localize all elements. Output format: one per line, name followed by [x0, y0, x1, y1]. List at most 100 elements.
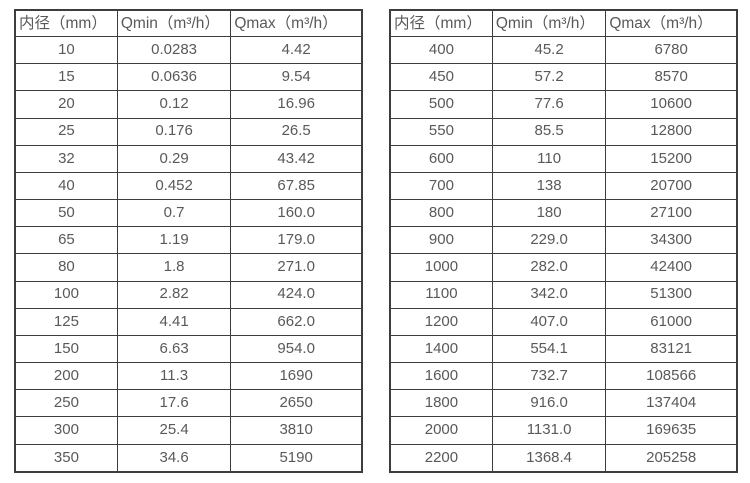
table-cell: 160.0	[230, 199, 363, 228]
table-cell: 6780	[605, 35, 738, 65]
table-cell: 57.2	[491, 63, 607, 92]
table-cell: 77.6	[491, 90, 607, 119]
table-cell: 42400	[605, 253, 738, 282]
table-cell: 16.96	[230, 90, 363, 119]
table-cell: 0.176	[116, 117, 232, 146]
table-cell: 40	[14, 171, 118, 201]
table-row: 400 45.2 6780	[389, 35, 738, 65]
table-cell: 8570	[605, 63, 738, 92]
table-cell: 110	[491, 144, 607, 173]
table-cell: 26.5	[230, 117, 363, 146]
table-row: 40 0.452 67.85	[14, 171, 363, 201]
header-row: 内径（mm） Qmin（m³/h） Qmax（m³/h）	[389, 9, 738, 37]
table-cell: 45.2	[491, 35, 607, 65]
table-row: 200 11.3 1690	[14, 362, 363, 391]
table-cell: 600	[389, 144, 493, 173]
table-cell: 1600	[389, 362, 493, 391]
table-cell: 4.41	[116, 307, 232, 336]
table-cell: 662.0	[230, 307, 363, 336]
table-cell: 300	[14, 416, 118, 445]
table-cell: 100	[14, 280, 118, 309]
table-row: 250 17.6 2650	[14, 389, 363, 418]
table-row: 10 0.0283 4.42	[14, 35, 363, 65]
table-row: 1600 732.7 108566	[389, 362, 738, 391]
table-cell: 271.0	[230, 253, 363, 282]
table-cell: 407.0	[491, 307, 607, 336]
table-cell: 0.12	[116, 90, 232, 119]
table-cell: 0.0283	[116, 35, 232, 65]
table-row: 550 85.5 12800	[389, 117, 738, 146]
table-cell: 61000	[605, 307, 738, 336]
table-row: 15 0.0636 9.54	[14, 63, 363, 92]
table-row: 500 77.6 10600	[389, 90, 738, 119]
table-cell: 1.19	[116, 226, 232, 255]
table-row: 100 2.82 424.0	[14, 280, 363, 309]
table-cell: 32	[14, 144, 118, 173]
header-cell: Qmin（m³/h）	[491, 9, 607, 37]
table-row: 600 110 15200	[389, 144, 738, 173]
table-cell: 80	[14, 253, 118, 282]
table-cell: 500	[389, 90, 493, 119]
table-cell: 67.85	[230, 171, 363, 201]
table-cell: 20700	[605, 171, 738, 201]
table-row: 125 4.41 662.0	[14, 307, 363, 336]
table-cell: 25.4	[116, 416, 232, 445]
table-row: 20 0.12 16.96	[14, 90, 363, 119]
table-cell: 3810	[230, 416, 363, 445]
table-row: 450 57.2 8570	[389, 63, 738, 92]
table-cell: 108566	[605, 362, 738, 391]
table-cell: 1800	[389, 389, 493, 418]
table-cell: 954.0	[230, 334, 363, 364]
table-cell: 9.54	[230, 63, 363, 92]
flow-table-small-diameters: 内径（mm） Qmin（m³/h） Qmax（m³/h） 10 0.0283 4.42 1…	[14, 9, 363, 473]
table-cell: 2200	[389, 443, 493, 473]
table-body: 400 45.2 6780 450 57.2 8570 500 77.6 10600 550 85.…	[389, 35, 738, 473]
table-cell: 125	[14, 307, 118, 336]
table-cell: 1200	[389, 307, 493, 336]
table-cell: 5190	[230, 443, 363, 473]
table-cell: 34.6	[116, 443, 232, 473]
table-cell: 6.63	[116, 334, 232, 364]
table-row: 350 34.6 5190	[14, 443, 363, 473]
flow-table-large-diameters: 内径（mm） Qmin（m³/h） Qmax（m³/h） 400 45.2 6780 45…	[389, 9, 738, 473]
header-cell: 内径（mm）	[389, 9, 493, 37]
table-row: 1400 554.1 83121	[389, 334, 738, 364]
table-cell: 205258	[605, 443, 738, 473]
table-cell: 1400	[389, 334, 493, 364]
table-row: 1100 342.0 51300	[389, 280, 738, 309]
table-cell: 1368.4	[491, 443, 607, 473]
table-header-row: 内径（mm） Qmin（m³/h） Qmax（m³/h）	[389, 9, 738, 37]
table-row: 1200 407.0 61000	[389, 307, 738, 336]
table-cell: 550	[389, 117, 493, 146]
table-cell: 0.7	[116, 199, 232, 228]
table-cell: 34300	[605, 226, 738, 255]
table-cell: 282.0	[491, 253, 607, 282]
table-cell: 229.0	[491, 226, 607, 255]
table-cell: 85.5	[491, 117, 607, 146]
table-cell: 342.0	[491, 280, 607, 309]
table-cell: 0.29	[116, 144, 232, 173]
table-cell: 27100	[605, 199, 738, 228]
table-cell: 10	[14, 35, 118, 65]
table-cell: 916.0	[491, 389, 607, 418]
table-cell: 15	[14, 63, 118, 92]
header-cell: Qmax（m³/h）	[605, 9, 738, 37]
table-cell: 900	[389, 226, 493, 255]
table-cell: 169635	[605, 416, 738, 445]
table-cell: 554.1	[491, 334, 607, 364]
table-cell: 20	[14, 90, 118, 119]
table-row: 1800 916.0 137404	[389, 389, 738, 418]
table-row: 150 6.63 954.0	[14, 334, 363, 364]
table-cell: 350	[14, 443, 118, 473]
table-cell: 800	[389, 199, 493, 228]
table-cell: 400	[389, 35, 493, 65]
table-cell: 1000	[389, 253, 493, 282]
table-cell: 65	[14, 226, 118, 255]
table-row: 300 25.4 3810	[14, 416, 363, 445]
table-cell: 12800	[605, 117, 738, 146]
table-row: 700 138 20700	[389, 171, 738, 201]
table-cell: 43.42	[230, 144, 363, 173]
table-body: 10 0.0283 4.42 15 0.0636 9.54 20 0.12 16.96 25 0.1…	[14, 35, 363, 473]
table-cell: 1.8	[116, 253, 232, 282]
table-row: 900 229.0 34300	[389, 226, 738, 255]
